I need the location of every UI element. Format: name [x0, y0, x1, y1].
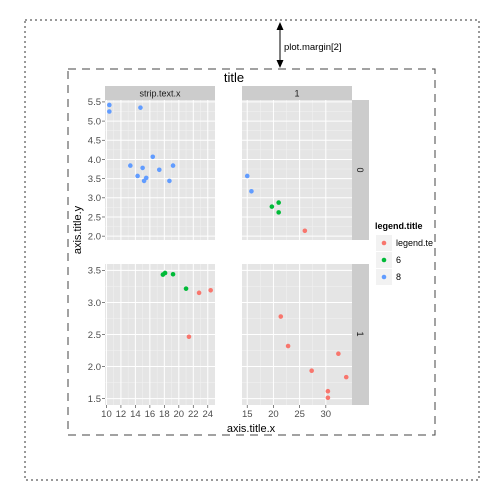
data-point [278, 314, 284, 319]
y-tick-label: 4.0 [88, 155, 101, 166]
y-tick-label: 3.0 [88, 193, 101, 204]
y-tick-label: 2.0 [88, 231, 101, 242]
strip-column-0-label: strip.text.x [139, 89, 181, 99]
data-point [285, 343, 291, 349]
inner-plot-border [67, 68, 436, 436]
x-tick-label: 12 [116, 409, 127, 420]
plot-margin-annotation: plot.margin[2] [276, 22, 342, 68]
data-point [309, 368, 314, 374]
legend-item: 6 [376, 252, 401, 268]
data-point [208, 287, 213, 293]
strip-row-1-label: 1 [355, 331, 365, 336]
panel-r0-c0: 2.0 2.5 3.0 3.5 4.0 4.5 5.0 5.5 [88, 97, 215, 242]
data-point [107, 102, 112, 108]
data-point [156, 167, 162, 173]
strip-row-0-bg [352, 100, 369, 240]
data-point [325, 388, 331, 394]
x-tick-label: 20 [174, 409, 185, 420]
data-point [244, 173, 250, 179]
x-tick-label: 16 [145, 409, 156, 420]
y-tick-label: 3.5 [88, 266, 101, 277]
strip-row-1: 1 [352, 264, 369, 405]
x-tick-label: 18 [159, 409, 170, 420]
data-point [336, 351, 341, 357]
y-tick-label: 2.5 [88, 330, 101, 341]
data-point [325, 395, 331, 401]
legend: legend.title legend.te 6 8 [375, 221, 433, 285]
strip-row-1-bg [352, 264, 369, 405]
plot-title: title [224, 70, 244, 85]
panel-r1-c1: 15 20 25 30 [242, 264, 352, 420]
y-tick-label: 5.5 [88, 97, 101, 108]
legend-label: legend.te [396, 238, 433, 248]
legend-key-point [381, 274, 387, 280]
margin-arrow-head-bottom [276, 60, 284, 68]
data-point [128, 163, 133, 168]
data-point [170, 271, 176, 277]
strip-column-1-bg [242, 86, 352, 100]
data-point [162, 270, 168, 276]
legend-key-point [381, 240, 387, 246]
data-point [343, 374, 349, 380]
x-tick-label: 22 [188, 409, 199, 420]
x-tick-label: 14 [130, 409, 141, 420]
data-point [135, 173, 140, 179]
legend-item: legend.te [376, 235, 433, 251]
y-tick-label: 2.0 [88, 362, 101, 373]
data-point [276, 200, 281, 205]
data-point [302, 228, 308, 234]
data-point [143, 175, 149, 181]
strip-row-0: 0 [352, 100, 369, 240]
strip-column-1-label: 1 [294, 89, 299, 99]
x-tick-label: 10 [101, 409, 112, 420]
x-tick-label: 30 [321, 409, 332, 420]
y-tick-label: 4.5 [88, 136, 101, 147]
y-tick-label: 3.0 [88, 298, 101, 309]
strip-column-0-bg [105, 86, 215, 100]
plot-margin-label: plot.margin[2] [284, 42, 342, 53]
strip-row-0-label: 0 [355, 167, 365, 172]
data-point [196, 290, 202, 296]
y-tick-label: 5.0 [88, 116, 101, 127]
y-axis-title: axis.title.y [72, 205, 84, 254]
data-point [269, 204, 275, 209]
data-point [249, 188, 254, 194]
x-tick-label: 20 [268, 409, 279, 420]
legend-label: 8 [396, 272, 401, 282]
y-tick-label: 1.5 [88, 394, 101, 405]
data-point [107, 109, 112, 114]
data-point [140, 165, 145, 171]
x-tick-label: 15 [242, 409, 253, 420]
x-axis-title: axis.title.x [227, 423, 276, 435]
data-point [150, 154, 156, 160]
data-point [186, 334, 192, 340]
margin-arrow-head-top [276, 22, 284, 30]
panel-r1-c0: 1.5 2.0 2.5 3.0 3.5 10 12 14 16 18 20 22 24 [88, 264, 215, 420]
y-tick-label: 2.5 [88, 212, 101, 223]
legend-title: legend.title [375, 221, 423, 231]
data-point [167, 178, 172, 184]
y-tick-label: 3.5 [88, 174, 101, 185]
data-point [276, 210, 281, 215]
strip-column-0: strip.text.x [105, 86, 215, 100]
data-point [138, 105, 143, 110]
legend-label: 6 [396, 255, 401, 265]
strip-column-1: 1 [242, 86, 352, 100]
data-point [183, 286, 189, 291]
data-point [170, 163, 176, 168]
legend-item: 8 [376, 269, 401, 285]
legend-keys: legend.te 6 8 [376, 235, 433, 285]
legend-key-point [381, 257, 387, 263]
x-tick-label: 25 [294, 409, 305, 420]
panel-r0-c1 [242, 100, 352, 240]
x-tick-label: 24 [202, 409, 213, 420]
outer-plot-border [24, 19, 480, 481]
panels: 2.02.53.03.54.04.55.05.51.52.02.53.03.51… [88, 97, 352, 420]
